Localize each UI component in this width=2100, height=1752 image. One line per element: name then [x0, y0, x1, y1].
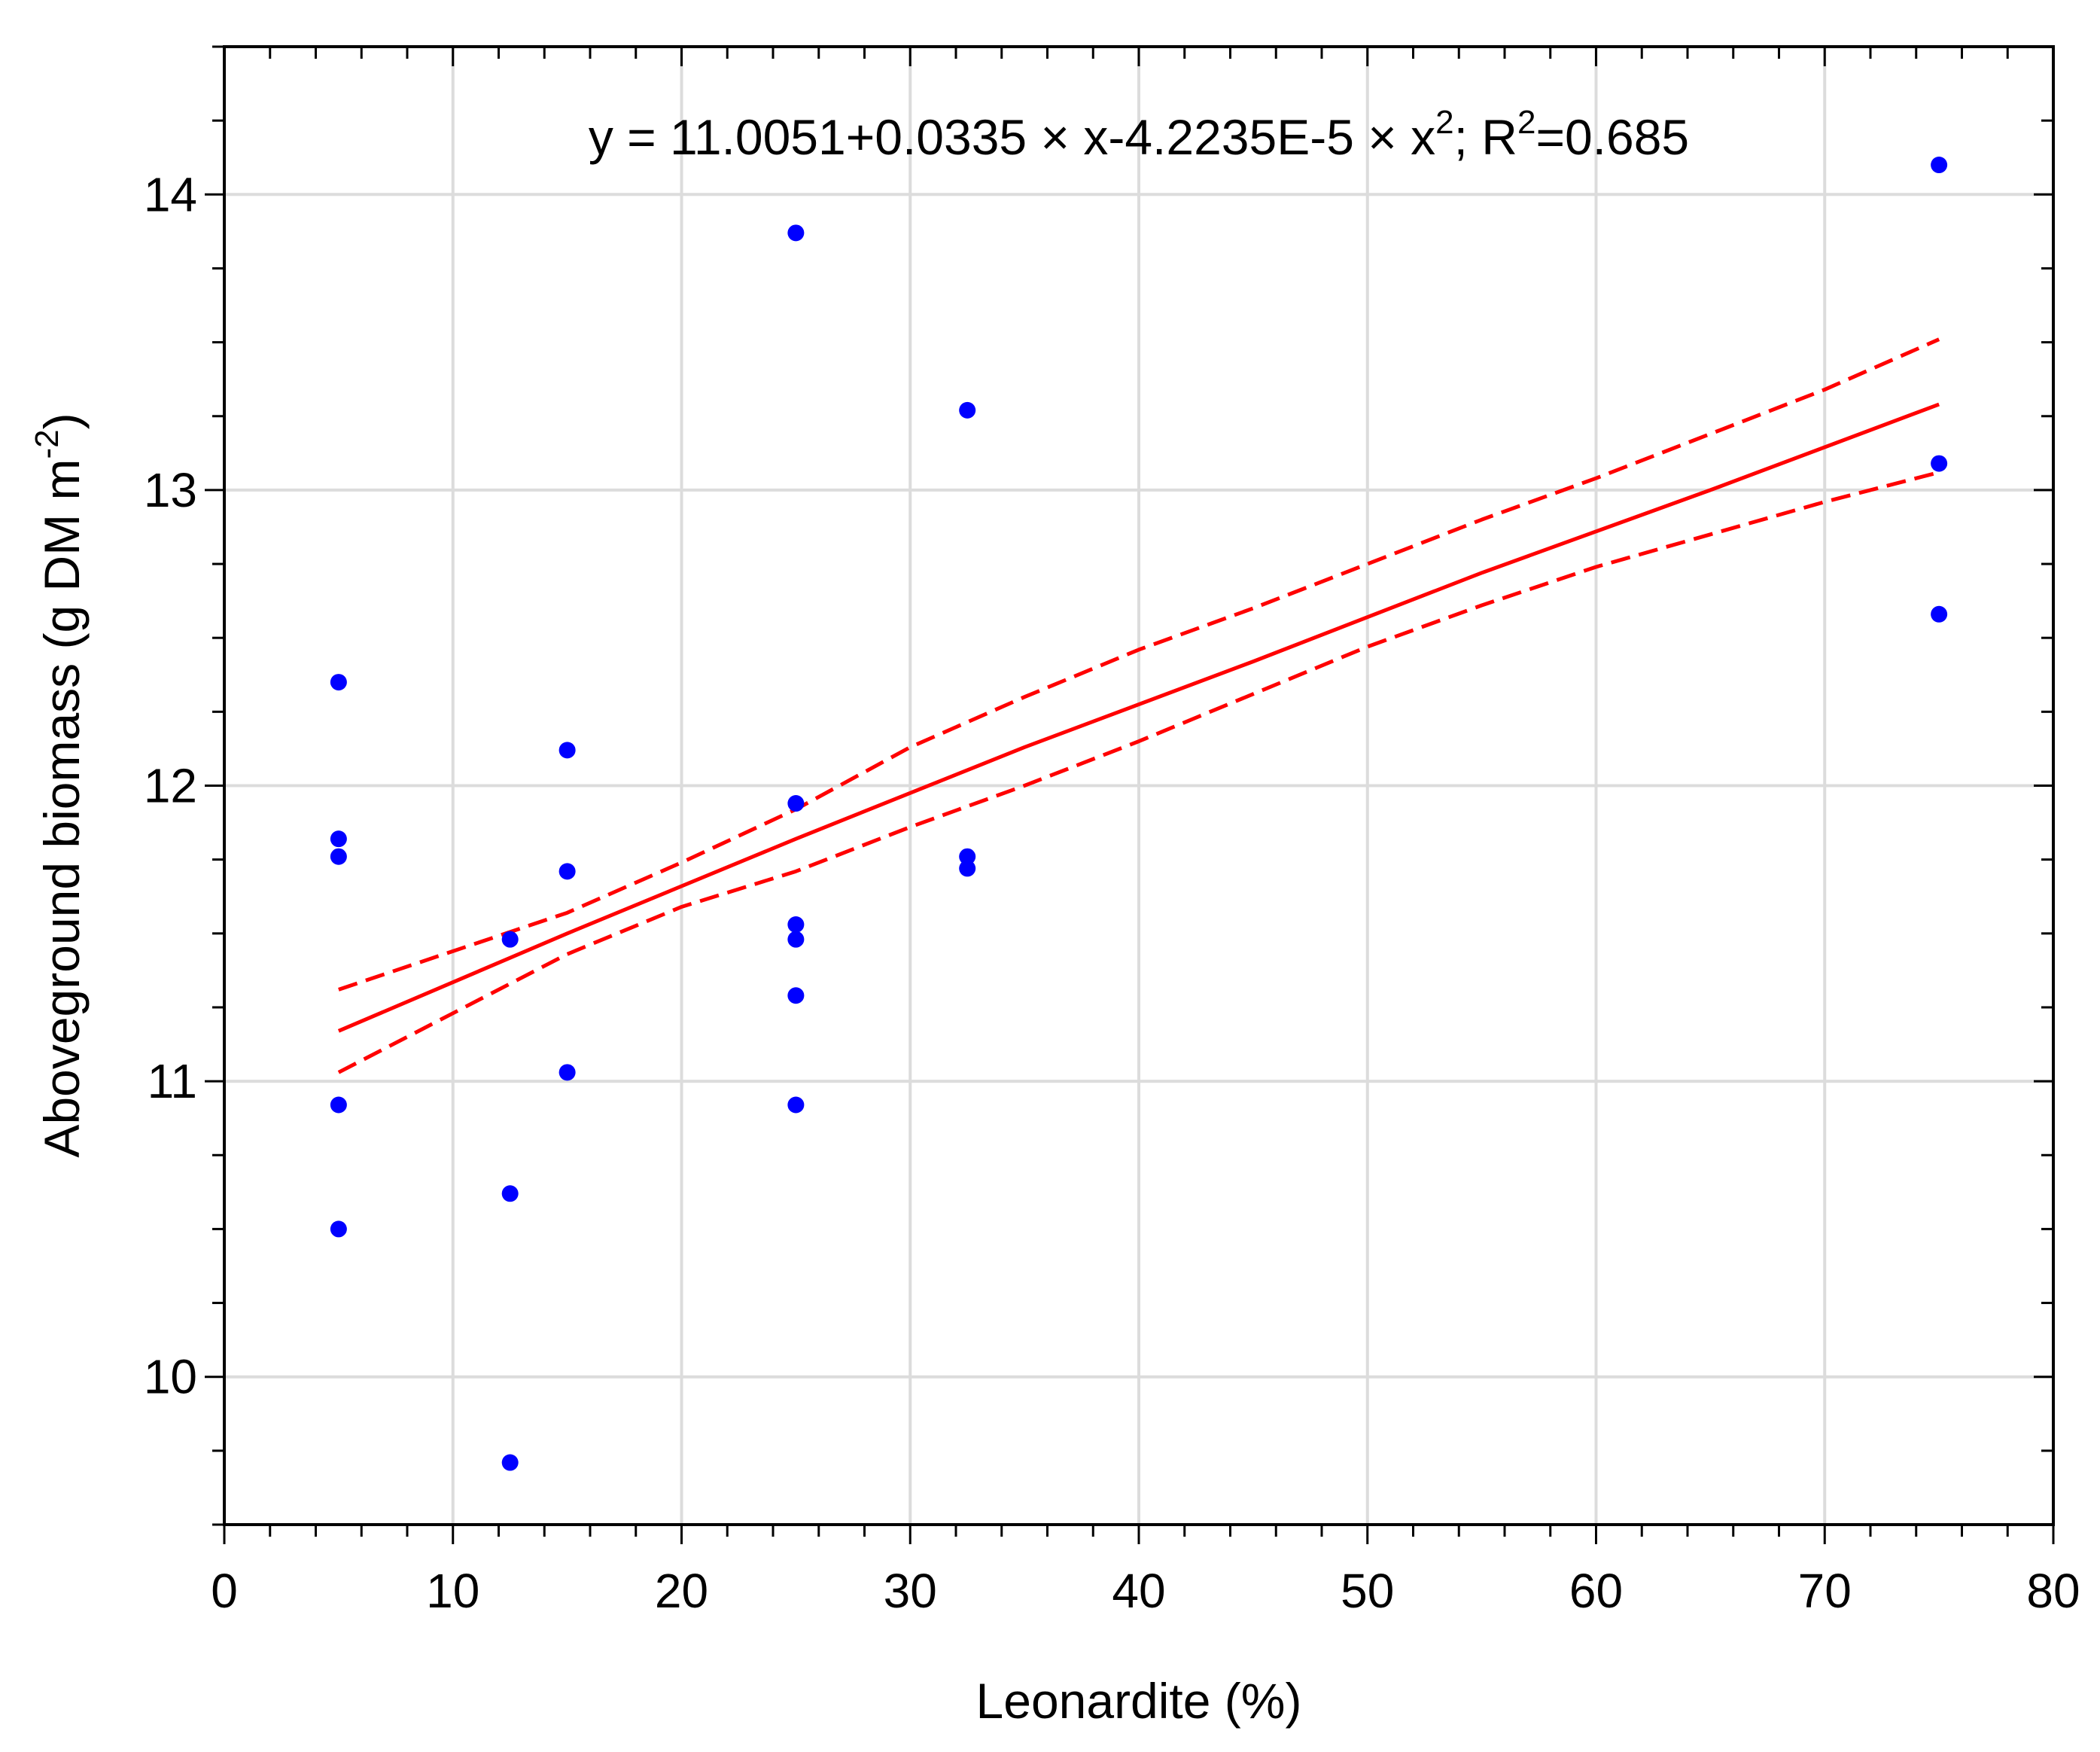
- axis-ticks: [205, 45, 2055, 1544]
- x-tick-label: 80: [2026, 1564, 2080, 1618]
- data-point: [787, 224, 805, 242]
- y-axis-title-main: Aboveground biomass (g DM m: [34, 459, 90, 1158]
- data-point: [501, 931, 519, 948]
- data-point: [1931, 605, 1948, 623]
- fit-line-group: [337, 402, 1940, 1033]
- data-point: [959, 848, 976, 865]
- y-tick-labels: 10 11 12 13 14: [144, 167, 197, 1403]
- y-tick-label: 14: [144, 167, 197, 221]
- grid: [224, 47, 2053, 1525]
- data-point: [558, 742, 576, 759]
- data-point: [330, 848, 347, 865]
- data-point: [787, 795, 805, 812]
- upper-confidence-band: [338, 337, 1940, 992]
- x-tick-label: 50: [1341, 1564, 1394, 1618]
- y-axis-title-exponent: -2: [29, 429, 65, 459]
- x-tick-label: 40: [1112, 1564, 1165, 1618]
- y-tick-label: 10: [144, 1350, 197, 1404]
- confidence-bands: [337, 337, 1940, 1074]
- scatter-points: [330, 157, 1948, 1471]
- data-point: [330, 1096, 347, 1114]
- y-axis-title-close: ): [34, 413, 90, 429]
- data-point: [959, 860, 976, 877]
- lower-confidence-band: [337, 470, 1940, 1074]
- data-point: [330, 830, 347, 848]
- y-tick-label: 11: [148, 1054, 197, 1108]
- data-point: [1931, 157, 1948, 174]
- data-point: [558, 1064, 576, 1081]
- equation-r-value: =0.685: [1535, 109, 1689, 165]
- x-tick-label: 10: [426, 1564, 479, 1618]
- x-tick-label: 70: [1798, 1564, 1852, 1618]
- x-tick-label: 20: [655, 1564, 708, 1618]
- data-point: [787, 987, 805, 1004]
- y-tick-label: 13: [144, 463, 197, 517]
- regression-equation: y = 11.0051+0.0335 × x-4.2235E-5 × x2; R…: [589, 104, 1689, 165]
- data-point: [501, 1185, 519, 1202]
- data-point: [1931, 455, 1948, 472]
- equation-exponent-r: 2: [1517, 104, 1535, 141]
- data-point: [558, 863, 576, 880]
- equation-lead: y = 11.0051+0.0335 × x-4.2235E-5 × x: [589, 109, 1435, 165]
- x-tick-label: 30: [884, 1564, 937, 1618]
- equation-exponent-x: 2: [1435, 104, 1453, 141]
- data-point: [787, 1096, 805, 1114]
- data-point: [959, 401, 976, 419]
- y-axis-title: Aboveground biomass (g DM m-2): [29, 413, 90, 1157]
- data-point: [330, 674, 347, 691]
- data-point: [330, 1220, 347, 1238]
- x-tick-label: 60: [1569, 1564, 1623, 1618]
- x-tick-label: 0: [211, 1564, 238, 1618]
- regression-fit-line: [337, 402, 1940, 1033]
- y-tick-label: 12: [144, 759, 197, 813]
- data-point: [787, 931, 805, 948]
- data-point: [501, 1454, 519, 1471]
- equation-r-label: ; R: [1454, 109, 1517, 165]
- x-axis-title: Leonardite (%): [976, 1673, 1302, 1729]
- x-tick-labels: 0 10 20 30 40 50 60 70 80: [211, 1564, 2080, 1618]
- data-point: [787, 916, 805, 934]
